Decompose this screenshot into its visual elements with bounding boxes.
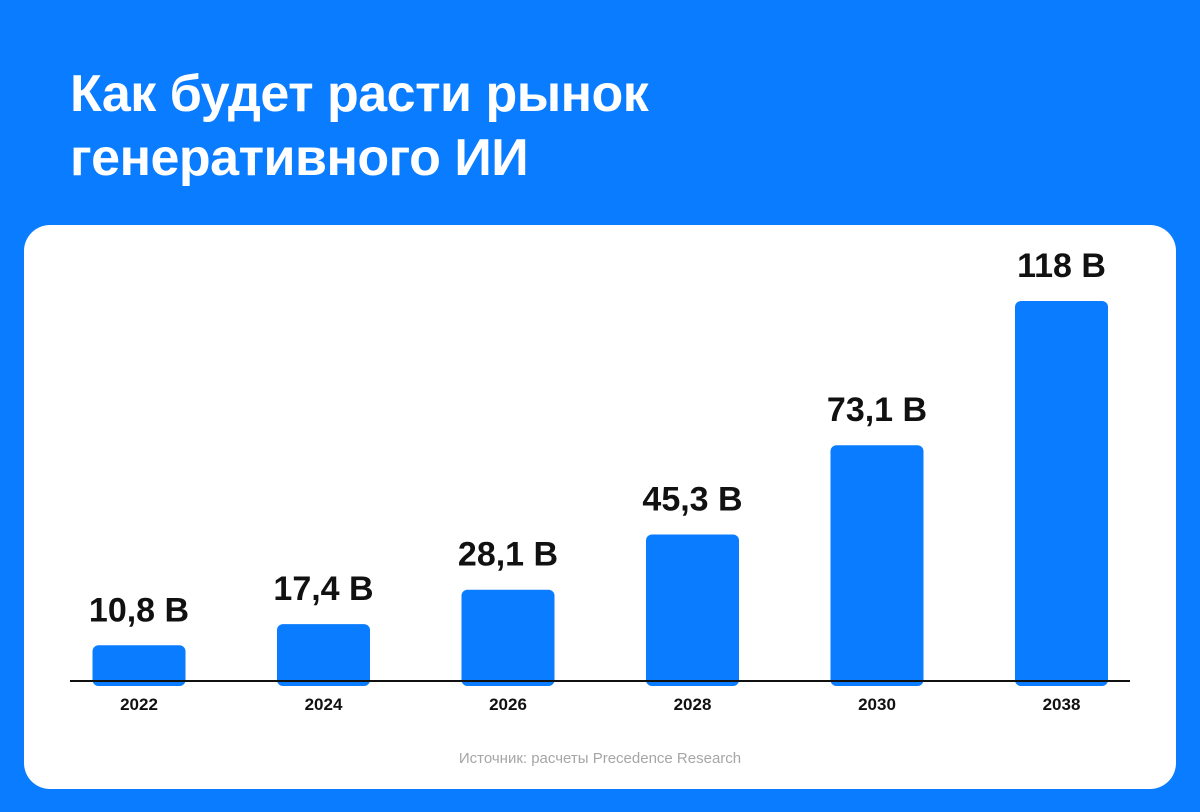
data-label-2022: 10,8 B: [89, 591, 189, 629]
x-tick-2030: 2030: [858, 695, 896, 714]
x-tick-2022: 2022: [120, 695, 158, 714]
x-tick-2028: 2028: [674, 695, 712, 714]
x-axis-line: [70, 680, 1130, 682]
bar-2028: [646, 534, 739, 686]
bar-2024: [277, 624, 370, 686]
title-line-1: Как будет расти рынок: [70, 65, 649, 123]
data-label-2028: 45,3 B: [642, 481, 742, 519]
bar-2026: [461, 589, 555, 686]
data-label-2038: 118 B: [1017, 247, 1106, 285]
page-title: Как будет расти рынок генеративного ИИ: [70, 62, 1070, 190]
bar-2022: [92, 645, 186, 686]
data-label-2026: 28,1 B: [458, 536, 558, 574]
source-note: Источник: расчеты Precedence Research: [458, 750, 742, 767]
data-label-2024: 17,4 B: [273, 570, 373, 608]
title-line-2: генеративного ИИ: [70, 129, 529, 187]
data-label-2030: 73,1 B: [827, 391, 927, 429]
chart-card: 10,8 B 2022 17,4 B 2024 28,1 B 2026 45,3 B 2028…: [24, 225, 1176, 789]
x-tick-2026: 2026: [489, 695, 527, 714]
bar-2030: [830, 445, 924, 686]
x-tick-2038: 2038: [1043, 695, 1081, 714]
bar-2038: [1015, 301, 1108, 686]
bar-chart: 10,8 B 2022 17,4 B 2024 28,1 B 2026 45,3 B 2028…: [70, 247, 1130, 714]
x-tick-2024: 2024: [305, 695, 343, 714]
